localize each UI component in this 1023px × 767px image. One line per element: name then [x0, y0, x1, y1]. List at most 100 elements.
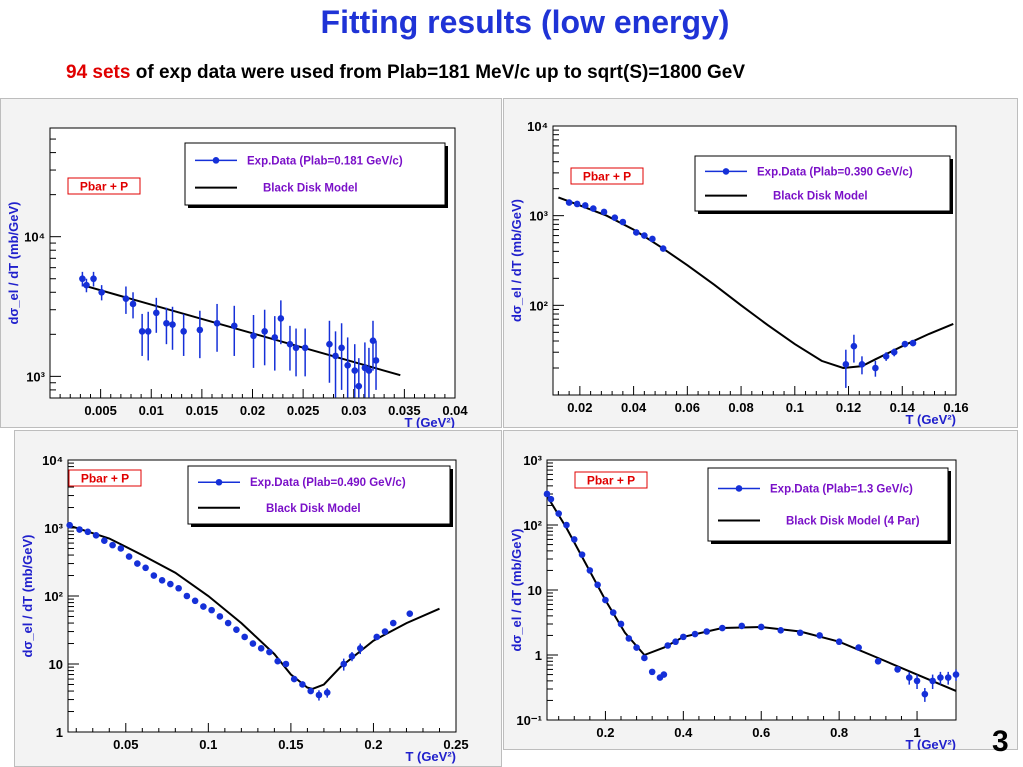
chart1-data-point — [169, 321, 176, 328]
chart3-y-axis-title: dσ_el / dT (mb/GeV) — [20, 534, 35, 657]
chart2-legend-box — [694, 155, 951, 212]
chart1-legend-data-label: Exp.Data (Plab=0.181 GeV/c) — [247, 155, 403, 167]
chart4-data-point — [570, 536, 578, 543]
chart4-data-point — [578, 551, 586, 558]
chart1-legend-data-marker — [212, 157, 220, 164]
chart2-data-point — [581, 202, 589, 209]
chart4-data-point — [816, 632, 823, 639]
chart2-data-point — [649, 235, 656, 243]
chart4-data-point — [555, 510, 562, 517]
chart1-data-point — [365, 367, 373, 374]
chart1-data-point — [163, 319, 170, 327]
chart3-data-point — [208, 606, 215, 614]
chart3-x-tick-label: 0.1 — [199, 737, 217, 752]
chart3-x-tick-label: 0.25 — [443, 737, 468, 752]
chart1-data-point — [230, 322, 238, 330]
chart4-y-axis-title: dσ_el / dT (mb/GeV) — [509, 528, 524, 651]
chart2-data-point — [619, 218, 627, 226]
chart3-data-point — [233, 626, 240, 633]
chart2-data-point — [890, 348, 898, 356]
chart3-data-point — [373, 633, 381, 641]
chart3-data-point — [92, 532, 100, 539]
chart2-data-point — [901, 340, 909, 348]
chart1-x-axis-title: T (GeV²) — [404, 415, 455, 428]
chart1-data-point — [332, 352, 339, 360]
chart4-x-tick-label: 0.2 — [596, 725, 614, 740]
chart3-x-tick-label: 0.15 — [278, 737, 303, 752]
chart4-data-point — [617, 620, 625, 628]
chart2-data-point — [659, 245, 667, 252]
chart3-data-point — [134, 560, 141, 567]
chart3-data-point — [76, 526, 83, 533]
chart2-data-point — [858, 360, 866, 368]
chart1-y-axis-title: dσ_el / dT (mb/GeV) — [6, 201, 21, 324]
chart2-x-axis-title: T (GeV²) — [905, 412, 956, 427]
chart-panel-plab-13: 0.2 0.4 0.6 0.8 1 10⁻¹ 1 10 10² 10³ T (GeV²) dσ_el … — [503, 430, 1018, 750]
chart4-data-point — [625, 635, 633, 642]
chart3-x-tick-label: 0.05 — [113, 737, 138, 752]
chart2-y-tick-label: 10² — [529, 298, 548, 313]
chart3-data-point — [224, 619, 232, 627]
chart3-legend-data-label: Exp.Data (Plab=0.490 GeV/c) — [250, 477, 406, 489]
chart3-data-point — [175, 584, 182, 592]
chart1-data-point — [301, 344, 309, 352]
chart2-legend-data-label: Exp.Data (Plab=0.390 GeV/c) — [757, 166, 913, 178]
chart4-data-point — [633, 644, 640, 651]
chart3-reaction-label: Pbar + P — [81, 472, 129, 486]
chart1-x-tick-label: 0.035 — [388, 403, 421, 418]
chart2-data-point — [850, 342, 858, 350]
chart3-data-point — [356, 645, 364, 652]
chart2-x-tick-label: 0.04 — [621, 400, 647, 415]
chart4-data-point — [672, 638, 679, 646]
chart3-y-tick-label: 10⁴ — [42, 453, 63, 468]
chart3-legend-box — [187, 465, 451, 525]
chart1-x-tick-label: 0.015 — [186, 403, 219, 418]
chart1-data-point — [351, 367, 359, 374]
chart4-data-point — [905, 674, 913, 681]
subtitle-highlight: 94 sets — [66, 62, 131, 83]
chart1-data-point — [355, 382, 363, 390]
chart1-data-point — [250, 332, 257, 340]
chart4-reaction-label: Pbar + P — [587, 474, 635, 488]
chart1-data-point — [98, 288, 105, 296]
chart4-y-tick-label: 10 — [528, 583, 542, 598]
chart-panel-plab-0181: 0.005 0.01 0.015 0.02 0.025 0.03 0.035 0.04 10³ 1… — [0, 98, 502, 428]
chart4-legend-data-marker — [735, 485, 743, 492]
chart4-data-point — [937, 674, 944, 681]
chart4-data-point — [874, 657, 882, 665]
chart3-data-point — [117, 545, 125, 552]
chart1-data-point — [286, 340, 294, 348]
chart3-data-point — [84, 528, 92, 536]
chart2-data-point — [600, 208, 608, 216]
chart1-data-point — [292, 344, 300, 352]
chart1-x-tick-label: 0.04 — [442, 403, 468, 418]
chart1-data-point — [344, 362, 351, 369]
chart2-data-point — [842, 360, 850, 368]
chart3-data-point — [191, 597, 199, 605]
chart3-data-point — [183, 592, 191, 600]
chart3-data-point — [158, 577, 166, 584]
chart4-data-point — [944, 674, 952, 681]
chart2-y-axis-title: dσ_el / dT (mb/GeV) — [509, 199, 524, 322]
chart3-data-point — [323, 689, 331, 696]
chart3-y-tick-label: 10² — [44, 589, 63, 604]
chart4-data-point — [586, 567, 594, 574]
chart4-data-point — [718, 624, 726, 632]
chart3-reaction-box — [68, 469, 142, 487]
chart1-data-point — [338, 344, 345, 352]
chart1-data-point — [261, 328, 268, 335]
chart3-x-axis-title: T (GeV²) — [405, 749, 456, 764]
chart1-data-point — [277, 315, 285, 322]
chart4-data-point — [609, 609, 617, 616]
chart-panel-plab-0390: 0.02 0.04 0.06 0.08 0.1 0.12 0.14 0.16 10² 10³ 10⁴… — [503, 98, 1018, 428]
chart1-legend-model-label: Black Disk Model — [263, 183, 358, 195]
chart1-reaction-box — [67, 177, 141, 195]
chart4-y-tick-label: 10³ — [523, 453, 542, 468]
subtitle-text: of exp data were used from Plab=181 MeV/… — [130, 62, 745, 83]
chart4-data-point — [921, 690, 929, 698]
chart2-data-point — [590, 205, 597, 212]
chart2-data-point — [565, 199, 573, 206]
chart4-data-point — [680, 633, 687, 641]
chart3-data-point — [257, 645, 265, 652]
chart1-data-point — [83, 281, 90, 289]
